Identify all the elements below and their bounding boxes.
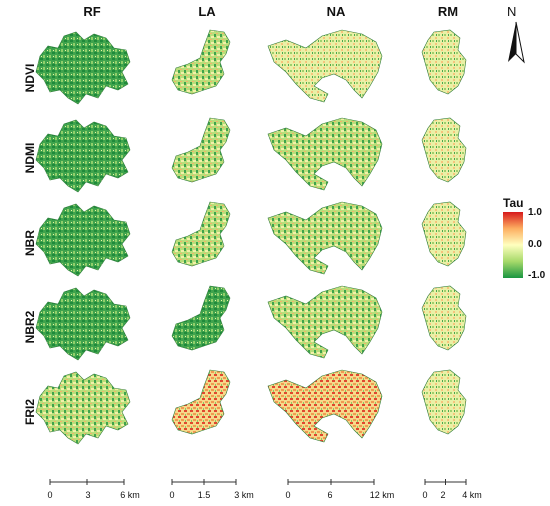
- map-panel-nbr-la: [171, 201, 231, 267]
- column-title-la: LA: [198, 4, 216, 19]
- row-title-nbr: NBR: [23, 230, 37, 256]
- map-panel-nbr2-la: [171, 285, 231, 351]
- scale-bar-na: [287, 479, 375, 485]
- column-title-na: NA: [326, 4, 346, 19]
- row-title-nbr2: NBR2: [23, 310, 37, 344]
- map-panel-nbr2-na: [267, 285, 383, 359]
- map-panel-ndvi-la: [171, 29, 231, 95]
- scale-la-tick-0: 0: [169, 490, 175, 500]
- row-title-ndmi: NDMI: [23, 142, 37, 174]
- map-panel-fri2-la: [171, 369, 231, 435]
- column-title-rm: RM: [437, 4, 459, 19]
- scale-bar-rf: [49, 479, 125, 485]
- map-panel-ndmi-na: [267, 117, 383, 191]
- map-panel-ndmi-rm: [421, 117, 467, 183]
- scale-rm-tick-2: 4 km: [462, 490, 482, 500]
- scale-na-tick-0: 0: [285, 490, 291, 500]
- scale-rf-tick-1: 3: [85, 490, 91, 500]
- scale-rf-tick-2: 6 km: [120, 490, 140, 500]
- legend-tick-max: 1.0: [528, 207, 542, 218]
- map-panel-nbr2-rf: [35, 287, 131, 361]
- map-panel-ndmi-rf: [35, 119, 131, 193]
- north-label: N: [507, 4, 517, 19]
- scale-la-tick-2: 3 km: [234, 490, 254, 500]
- map-panel-ndmi-la: [171, 117, 231, 183]
- scale-rm-tick-0: 0: [422, 490, 428, 500]
- scale-na-tick-1: 6: [327, 490, 333, 500]
- map-panel-nbr-na: [267, 201, 383, 275]
- map-panel-nbr2-rm: [421, 285, 467, 351]
- scale-bar-la: [171, 479, 237, 485]
- map-panel-ndvi-rf: [35, 31, 131, 105]
- scale-la-tick-1: 1.5: [197, 490, 211, 500]
- map-panel-ndvi-na: [267, 29, 383, 103]
- map-panel-fri2-na: [267, 369, 383, 443]
- column-title-rf: RF: [83, 4, 101, 19]
- scale-rm-tick-1: 2: [440, 490, 446, 500]
- legend-title: Tau: [503, 196, 524, 210]
- scale-na-tick-2: 12 km: [369, 490, 395, 500]
- map-panel-nbr-rf: [35, 203, 131, 277]
- row-title-fri2: FRI2: [23, 399, 37, 426]
- legend-tick-min: -1.0: [528, 270, 546, 281]
- row-title-ndvi: NDVI: [23, 63, 37, 93]
- map-panel-nbr-rm: [421, 201, 467, 267]
- legend-colorbar: [503, 212, 523, 278]
- north-arrow-icon: [508, 21, 525, 64]
- scale-rf-tick-0: 0: [47, 490, 53, 500]
- map-panel-ndvi-rm: [421, 29, 467, 95]
- map-panel-fri2-rf: [35, 371, 131, 445]
- map-panel-fri2-rm: [421, 369, 467, 435]
- legend-tick-mid: 0.0: [528, 239, 542, 250]
- scale-bar-rm: [424, 479, 467, 485]
